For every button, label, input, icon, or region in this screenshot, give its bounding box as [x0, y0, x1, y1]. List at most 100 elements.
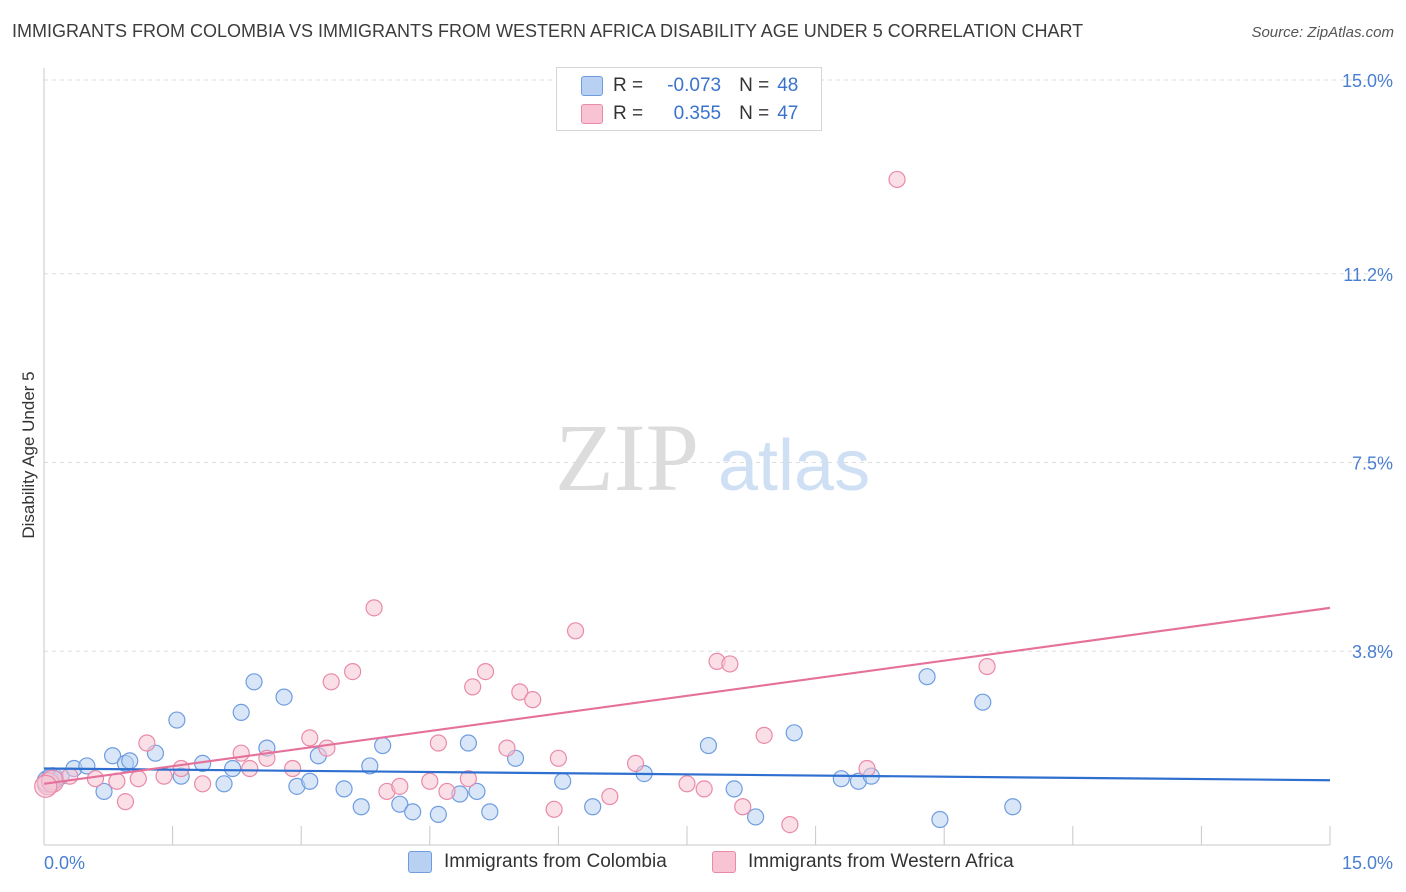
watermark: ZIP atlas — [555, 404, 870, 511]
data-points — [34, 170, 1022, 834]
legend-n-label: N = — [739, 75, 770, 96]
bottom-legend-western-africa: Immigrants from Western Africa — [712, 851, 1014, 873]
y-tick-label: 7.5% — [1352, 454, 1393, 474]
x-tick-label: 15.0% — [1342, 853, 1393, 873]
western-africa-point — [138, 734, 156, 752]
western-africa-point — [858, 759, 876, 778]
colombia-point — [374, 736, 392, 755]
western-africa-point — [365, 599, 383, 617]
colombia-point — [832, 770, 850, 788]
western-africa-point — [678, 775, 696, 793]
colombia-point — [168, 711, 186, 729]
tick-labels: 3.8% 7.5% 11.2% 15.0% 0.0% 15.0% — [44, 71, 1393, 873]
legend-row-western-africa: R = 0.355 N = 47 — [581, 101, 798, 127]
western-africa-point — [464, 678, 482, 696]
western-africa-point — [86, 770, 105, 788]
western-africa-point — [459, 770, 477, 788]
western-africa-point — [172, 759, 190, 778]
colombia-swatch — [408, 851, 432, 873]
correlation-legend: R = -0.073 N = 48 R = 0.355 N = 47 — [556, 67, 822, 131]
colombia-point — [232, 703, 250, 722]
colombia-point — [468, 782, 486, 801]
legend-row-colombia: R = -0.073 N = 48 — [581, 73, 798, 99]
legend-label-western-africa: Immigrants from Western Africa — [748, 851, 1014, 872]
legend-r-label: R = — [613, 103, 644, 124]
colombia-point — [429, 805, 447, 824]
colombia-point — [352, 798, 370, 816]
legend-r-label: R = — [613, 75, 644, 96]
legend-n-label: N = — [739, 103, 770, 124]
colombia-point — [931, 810, 949, 829]
western-africa-point — [391, 777, 409, 795]
colombia-point — [404, 803, 422, 821]
colombia-point — [584, 798, 602, 816]
colombia-point — [725, 780, 743, 798]
western-africa-point — [734, 798, 752, 816]
colombia-point — [224, 759, 242, 778]
western-africa-point — [318, 739, 336, 757]
western-africa-swatch — [581, 104, 603, 124]
western-africa-point — [498, 739, 516, 757]
y-tick-label: 11.2% — [1343, 265, 1393, 285]
western-africa-point — [978, 657, 996, 676]
western-africa-point — [755, 726, 773, 744]
colombia-point — [301, 772, 319, 790]
colombia-point — [335, 780, 353, 798]
colombia-point — [746, 808, 765, 826]
western-africa-point — [888, 170, 906, 189]
colombia-point — [974, 693, 992, 711]
western-africa-trend-line — [43, 606, 1331, 785]
western-africa-point — [601, 787, 619, 806]
colombia-point — [361, 757, 379, 775]
western-africa-point — [429, 734, 447, 752]
western-africa-point — [476, 662, 495, 681]
colombia-point — [245, 673, 263, 691]
chart-title: IMMIGRANTS FROM COLOMBIA VS IMMIGRANTS F… — [12, 21, 1084, 41]
colombia-trend-line — [43, 767, 1331, 782]
western-africa-point — [284, 759, 302, 778]
western-africa-swatch — [712, 851, 736, 873]
y-tick-label: 3.8% — [1352, 642, 1393, 662]
colombia-point — [103, 747, 122, 765]
western-africa-point — [721, 655, 739, 673]
western-africa-point — [626, 754, 645, 773]
colombia-point — [459, 734, 477, 752]
western-africa-point — [511, 683, 529, 701]
x-tick-label: 0.0% — [44, 853, 85, 873]
western-africa-point — [545, 800, 563, 818]
colombia-point — [785, 724, 803, 742]
chart-source: Source: ZipAtlas.com — [1251, 24, 1394, 41]
colombia-point — [481, 803, 499, 821]
western-africa-point — [695, 780, 713, 798]
y-tick-label: 15.0% — [1342, 71, 1393, 91]
western-africa-point — [232, 744, 250, 762]
western-africa-point — [116, 793, 135, 811]
western-africa-point — [322, 673, 340, 691]
colombia-point — [918, 668, 936, 686]
colombia-point — [699, 736, 718, 755]
western-africa-point — [566, 622, 585, 640]
colombia-point — [391, 795, 409, 813]
bottom-legend-colombia: Immigrants from Colombia — [408, 851, 667, 873]
gridlines — [44, 79, 1392, 652]
western-africa-point — [129, 770, 147, 788]
western-africa-point — [421, 772, 439, 790]
western-africa-point — [301, 729, 319, 747]
western-africa-point — [344, 662, 362, 681]
legend-r-value: -0.073 — [667, 75, 722, 96]
watermark-zip: ZIP — [555, 404, 699, 511]
axes — [43, 68, 1331, 846]
western-africa-point — [34, 774, 58, 798]
colombia-swatch — [581, 76, 603, 96]
legend-n-value: 48 — [777, 75, 799, 96]
colombia-point — [215, 775, 233, 793]
colombia-point — [1004, 798, 1022, 816]
trend-lines — [43, 606, 1331, 785]
colombia-point — [95, 782, 113, 801]
watermark-atlas: atlas — [718, 426, 870, 506]
western-africa-point — [524, 691, 542, 709]
colombia-point — [275, 688, 293, 706]
western-africa-point — [781, 815, 799, 834]
colombia-point — [121, 752, 139, 770]
